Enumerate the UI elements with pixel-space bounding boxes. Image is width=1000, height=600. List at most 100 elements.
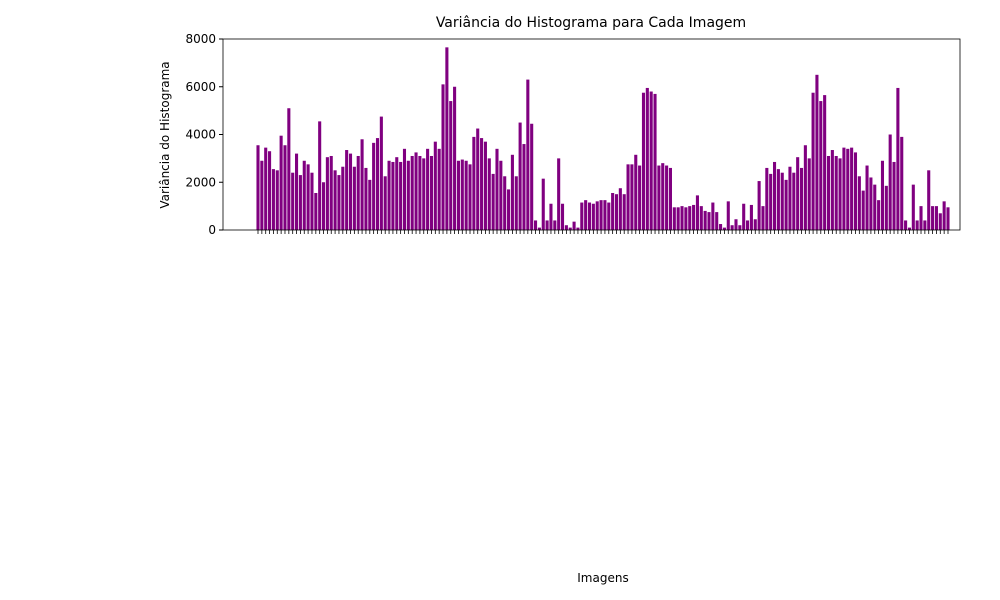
- y-tick-label: 2000: [185, 175, 216, 189]
- bar: [838, 158, 842, 230]
- bar: [522, 144, 526, 230]
- bar: [915, 220, 919, 230]
- bar: [668, 167, 672, 230]
- bar: [742, 203, 746, 230]
- bar: [923, 220, 927, 230]
- bar: [483, 141, 487, 230]
- bar: [499, 160, 503, 230]
- bar: [437, 148, 441, 230]
- bar: [487, 158, 491, 230]
- bar: [765, 167, 769, 230]
- bar: [476, 128, 480, 230]
- bar: [942, 201, 946, 230]
- bar: [557, 158, 561, 230]
- plot-frame: [222, 38, 961, 231]
- bar: [291, 172, 295, 230]
- bar: [618, 188, 622, 230]
- bar: [630, 164, 634, 230]
- bar: [264, 147, 268, 230]
- bar: [356, 155, 360, 230]
- bar: [645, 87, 649, 230]
- bar: [784, 179, 788, 230]
- bar: [287, 108, 291, 230]
- bar: [807, 158, 811, 230]
- bar: [892, 161, 896, 230]
- bar: [703, 210, 707, 230]
- bar: [792, 172, 796, 230]
- bar: [857, 176, 861, 230]
- bar: [406, 160, 410, 230]
- bar: [788, 166, 792, 230]
- bar: [530, 123, 534, 230]
- bar: [395, 157, 399, 230]
- bar: [680, 206, 684, 230]
- bar: [375, 138, 380, 230]
- bar: [853, 152, 858, 230]
- bar: [279, 135, 283, 230]
- y-tick-label: 0: [208, 223, 216, 237]
- bar: [826, 155, 831, 230]
- bar: [364, 167, 368, 230]
- bar: [402, 148, 407, 230]
- bar: [776, 169, 780, 230]
- bar: [514, 176, 518, 230]
- y-tick-label: 8000: [185, 32, 216, 46]
- bar: [641, 92, 646, 230]
- bar: [711, 202, 715, 230]
- bar: [753, 219, 757, 230]
- bar: [869, 177, 873, 230]
- bar: [614, 194, 619, 230]
- bar: [919, 206, 923, 230]
- y-tick-label: 4000: [185, 128, 216, 142]
- bar: [426, 148, 430, 230]
- bar: [537, 227, 541, 230]
- bar: [352, 166, 356, 230]
- bar: [896, 87, 900, 230]
- bar: [314, 192, 318, 230]
- bar: [811, 92, 815, 230]
- bar: [503, 176, 507, 230]
- bar: [383, 176, 387, 230]
- bar: [746, 220, 750, 230]
- bar: [341, 166, 345, 230]
- bar: [399, 161, 403, 230]
- bar: [329, 155, 333, 230]
- bar: [780, 172, 784, 230]
- bar: [946, 207, 950, 230]
- bar: [333, 170, 337, 230]
- bar: [368, 179, 372, 230]
- bar: [572, 221, 576, 230]
- bar: [460, 159, 464, 230]
- bar: [491, 173, 495, 230]
- bar: [591, 203, 595, 230]
- bar: [418, 155, 422, 230]
- bar: [256, 145, 260, 230]
- bar: [819, 101, 823, 230]
- bar: [873, 184, 877, 230]
- bar: [626, 164, 630, 230]
- bar: [684, 207, 688, 230]
- bar: [611, 192, 615, 230]
- bar: [580, 202, 584, 230]
- bar: [672, 207, 676, 230]
- bar: [692, 204, 696, 230]
- bar: [348, 153, 353, 230]
- bar: [734, 219, 738, 230]
- bar: [271, 169, 275, 230]
- bar: [796, 157, 800, 230]
- bar: [699, 206, 703, 230]
- bar: [310, 172, 314, 230]
- bar: [749, 204, 753, 230]
- bar: [387, 160, 391, 230]
- bar: [449, 101, 453, 230]
- bar: [688, 206, 692, 230]
- bar: [653, 93, 657, 230]
- bar: [707, 212, 711, 230]
- bar: [850, 147, 854, 230]
- bar: [568, 227, 572, 230]
- y-tick-label: 6000: [185, 80, 216, 94]
- bar: [722, 227, 726, 230]
- bar: [456, 160, 460, 230]
- bar: [761, 206, 765, 230]
- bar: [429, 155, 434, 230]
